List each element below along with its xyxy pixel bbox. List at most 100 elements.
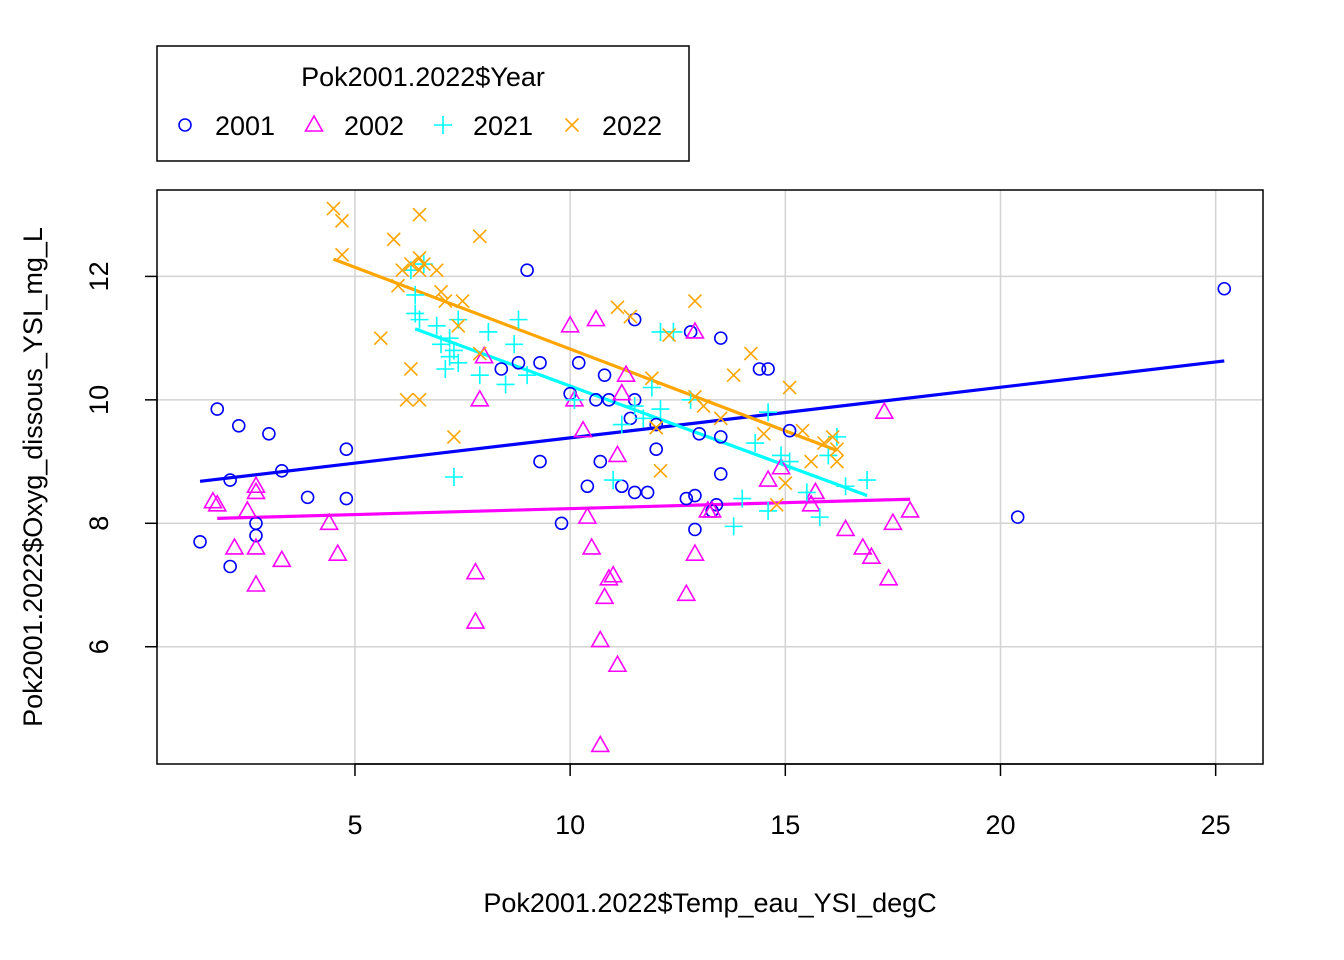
data-point bbox=[852, 537, 873, 555]
data-point bbox=[696, 398, 711, 414]
data-point bbox=[465, 611, 486, 629]
data-point bbox=[573, 420, 593, 438]
data-point bbox=[756, 426, 771, 441]
data-point bbox=[403, 361, 418, 377]
data-point bbox=[782, 423, 797, 438]
data-point bbox=[319, 512, 340, 531]
data-point bbox=[399, 392, 414, 407]
data-point bbox=[472, 229, 487, 244]
data-point bbox=[469, 389, 490, 407]
x-tick-label: 15 bbox=[770, 810, 800, 840]
legend-item-2022: 2022 bbox=[564, 111, 662, 141]
data-point bbox=[395, 263, 410, 278]
data-point bbox=[444, 341, 463, 360]
x-tick-label: 10 bbox=[555, 810, 585, 840]
data-point bbox=[653, 463, 668, 478]
data-point bbox=[797, 483, 816, 502]
data-point bbox=[597, 368, 612, 382]
data-point bbox=[883, 512, 903, 531]
legend-label: 2002 bbox=[344, 111, 404, 141]
legend-item-2021: 2021 bbox=[434, 111, 533, 141]
data-point bbox=[836, 477, 855, 496]
legend-label: 2022 bbox=[602, 111, 662, 141]
y-tick-label: 6 bbox=[84, 639, 114, 654]
data-point bbox=[627, 485, 642, 500]
data-point bbox=[640, 485, 655, 500]
data-point bbox=[649, 442, 664, 457]
data-point bbox=[410, 310, 429, 329]
data-point bbox=[246, 481, 266, 500]
data-point bbox=[494, 362, 509, 376]
data-point bbox=[300, 490, 315, 505]
data-point bbox=[769, 497, 784, 512]
data-point bbox=[752, 362, 767, 376]
data-point bbox=[702, 500, 723, 518]
data-point bbox=[610, 300, 625, 315]
data-point bbox=[825, 429, 840, 444]
data-point bbox=[509, 310, 528, 329]
data-point bbox=[795, 423, 810, 438]
data-point bbox=[805, 481, 826, 500]
data-point bbox=[275, 464, 289, 478]
data-point bbox=[612, 415, 631, 434]
data-point bbox=[746, 434, 765, 453]
data-point bbox=[858, 471, 877, 490]
data-point bbox=[761, 362, 775, 376]
data-point bbox=[446, 429, 462, 444]
data-point bbox=[627, 312, 642, 327]
legend-marker bbox=[434, 116, 452, 134]
x-axis-label: Pok2001.2022$Temp_eau_YSI_degC bbox=[483, 888, 936, 918]
data-point bbox=[505, 335, 524, 354]
data-point bbox=[724, 517, 743, 536]
data-point bbox=[560, 315, 581, 333]
data-point bbox=[726, 368, 741, 383]
y-tick-label: 12 bbox=[84, 261, 114, 291]
data-point bbox=[733, 489, 752, 508]
legend: Pok2001.2022$Year 2001 2002 2021 2022 bbox=[156, 45, 690, 162]
data-point bbox=[403, 256, 418, 272]
data-point bbox=[207, 494, 228, 512]
data-point bbox=[861, 546, 882, 565]
data-point bbox=[589, 393, 603, 407]
data-point bbox=[440, 329, 459, 348]
legend-box bbox=[156, 45, 690, 162]
data-point bbox=[688, 488, 702, 503]
data-point bbox=[438, 294, 453, 309]
data-point bbox=[685, 321, 705, 339]
data-point bbox=[634, 409, 653, 428]
data-point bbox=[224, 537, 245, 555]
data-point bbox=[496, 375, 515, 394]
data-point bbox=[223, 559, 237, 574]
data-point bbox=[533, 356, 547, 370]
data-point bbox=[801, 494, 822, 512]
data-point bbox=[339, 442, 354, 457]
data-point bbox=[594, 586, 615, 605]
data-point bbox=[193, 535, 207, 549]
legend-marker bbox=[564, 117, 580, 133]
data-point bbox=[339, 491, 354, 506]
data-point bbox=[662, 327, 677, 343]
data-point bbox=[692, 426, 707, 441]
data-point bbox=[607, 444, 628, 463]
fit-line-2022 bbox=[332, 257, 838, 452]
series-2022-points bbox=[326, 201, 845, 512]
data-point bbox=[713, 430, 728, 444]
x-tick-label: 20 bbox=[985, 810, 1015, 840]
data-point bbox=[1217, 281, 1232, 296]
data-point bbox=[900, 500, 920, 518]
data-point bbox=[455, 294, 470, 309]
series-2021-points bbox=[401, 255, 877, 536]
data-point bbox=[829, 454, 845, 469]
data-point bbox=[713, 331, 728, 345]
data-point bbox=[479, 322, 498, 341]
legend-marker bbox=[304, 114, 324, 132]
data-point bbox=[412, 207, 427, 222]
data-point bbox=[412, 263, 427, 278]
data-point bbox=[436, 359, 455, 378]
legend-title: Pok2001.2022$Year bbox=[301, 62, 545, 92]
legend-items: 2001 2002 2021 2022 bbox=[178, 111, 662, 141]
data-point bbox=[334, 213, 350, 228]
data-point bbox=[427, 316, 446, 335]
data-point bbox=[416, 256, 431, 272]
